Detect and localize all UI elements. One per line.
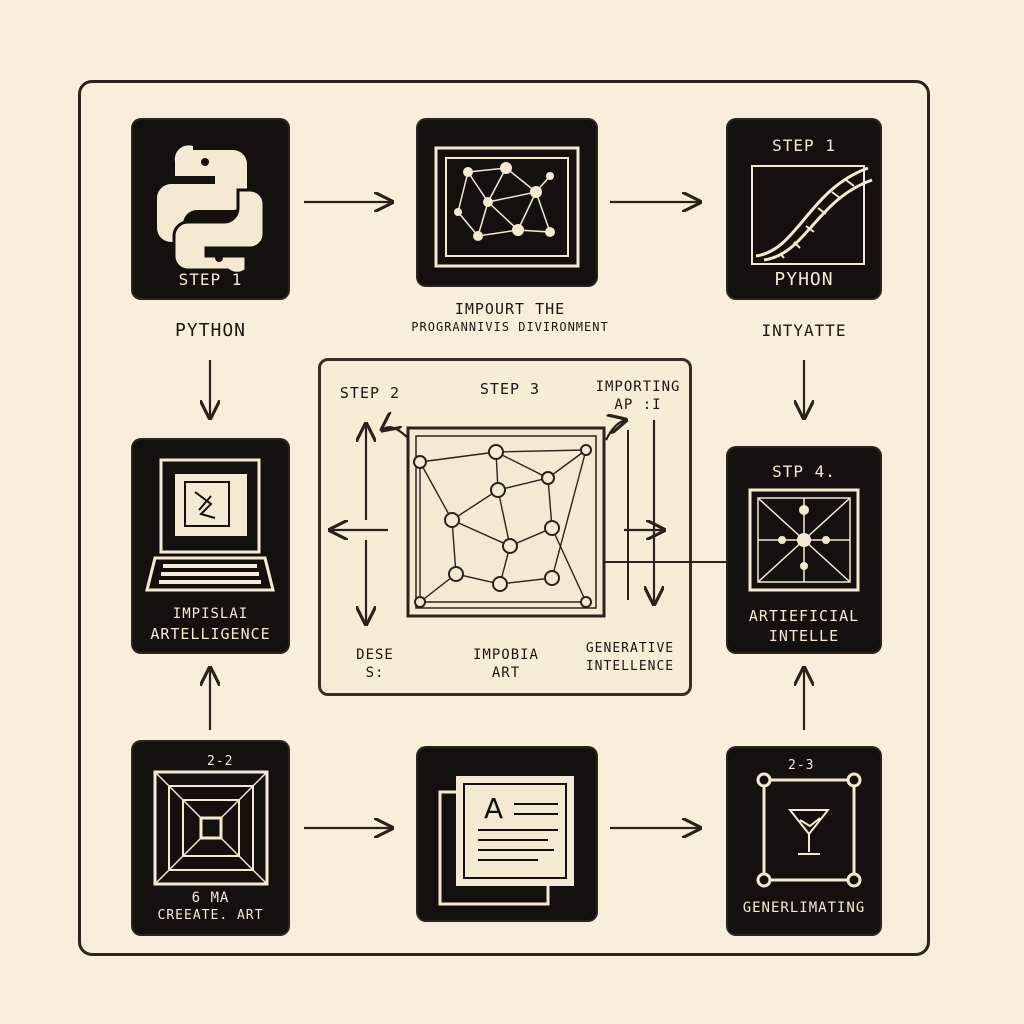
center-bm-line1: IMPOBIA [472, 647, 539, 663]
center-step3-label: STEP 3 [479, 380, 541, 398]
step4-label: STP 4. [772, 462, 836, 481]
ramp-python-label: PYHON [774, 269, 834, 290]
center-importing-line2: AP :I [614, 397, 662, 413]
laptop-label-line1: IMPISLAI [172, 606, 249, 622]
center-importing-line1: IMPORTING [595, 379, 681, 395]
python-step-tile: STEP 1 [133, 120, 288, 298]
center-bl-line1: DESE [356, 647, 394, 663]
environment-caption-line2: PROGRANNIVIS DIVIRONMENT [411, 320, 609, 334]
laptop-label-line2: ARTELLIGENCE [150, 625, 271, 643]
generating-top-label: 2-3 [788, 758, 815, 773]
arrow-curve-right [605, 420, 626, 441]
ai-label-line1: ARTIEFICIAL [748, 607, 860, 625]
ai-network-tile: STP 4. ARTIEFICIAL INTELLE [728, 448, 880, 652]
python-logo-icon [157, 145, 266, 275]
laptop-icon [145, 458, 275, 592]
generating-label: GENERLIMATING [742, 900, 866, 916]
ai-label-line2: INTELLE [768, 627, 840, 645]
environment-caption-line1: IMPOURT THE [454, 300, 566, 318]
ramp-step-label: STEP 1 [772, 136, 836, 155]
concentric-squares-icon [153, 770, 269, 886]
intyatte-caption: INTYATTE [761, 321, 847, 340]
ramp-graph-icon [751, 165, 873, 265]
documents-icon [438, 776, 574, 906]
create-art-label-line1: 6 MA [191, 890, 230, 906]
center-network-icon [406, 426, 606, 618]
python-step-label: STEP 1 [178, 270, 243, 289]
python-ramp-tile: STEP 1 PYHON [728, 120, 880, 298]
create-art-tile: 2-2 6 MA CREEATE. ART [133, 742, 288, 934]
star-network-icon [748, 488, 860, 592]
python-caption: PYTHON [174, 320, 247, 341]
environment-tile [418, 120, 596, 285]
document-letter: A [484, 792, 504, 825]
martini-frame-icon [756, 772, 862, 888]
center-br-line2: INTELLENCE [585, 659, 675, 674]
documents-tile: A [418, 748, 596, 920]
create-art-top-label: 2-2 [207, 754, 234, 769]
laptop-tile: IMPISLAI ARTELLIGENCE [133, 440, 288, 652]
create-art-label-line2: CREEATE. ART [157, 908, 264, 923]
generating-tile: 2-3 GENERLIMATING [728, 748, 880, 934]
center-step2-label: STEP 2 [339, 384, 401, 402]
center-bm-line2: ART [491, 665, 521, 681]
center-bl-line2: S: [365, 665, 385, 681]
arrow-curve-left [382, 427, 411, 441]
center-br-line1: GENERATIVE [585, 641, 675, 656]
network-frame-icon [434, 146, 580, 268]
diagram-frame [78, 80, 930, 956]
